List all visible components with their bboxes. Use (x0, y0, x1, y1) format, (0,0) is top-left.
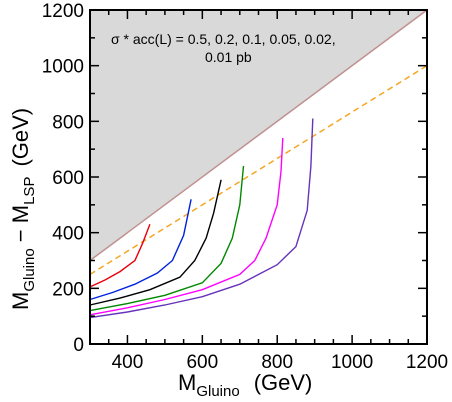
annotation-line-1: σ * acc(L) = 0.5, 0.2, 0.1, 0.05, 0.02, (111, 31, 336, 47)
ticks: 400 600 800 1000 1200 0 200 400 600 800 1000 1200 (42, 1, 448, 373)
data-marks (89, 118, 314, 319)
y-label-s2: LSP (21, 177, 38, 205)
y-tick-label: 1200 (42, 1, 84, 22)
x-tick-label: 600 (186, 352, 218, 373)
x-axis-label: MGluino (GeV) (178, 370, 312, 400)
series-line-2 (89, 199, 192, 301)
series-line-6 (89, 118, 314, 319)
plot-area (89, 9, 428, 276)
x-label-main: M (178, 370, 196, 395)
x-tick-label: 1000 (331, 352, 373, 373)
series-line-3 (89, 179, 222, 306)
y-label-unit: (GeV) (8, 108, 33, 167)
y-label-dash: − M (8, 205, 33, 248)
series-line-4 (89, 165, 245, 312)
series-line-1 (89, 224, 151, 288)
reference-line (89, 65, 428, 276)
y-label-s1: Gluino (21, 248, 38, 291)
excluded-boundary (89, 9, 428, 262)
y-tick-label: 0 (73, 335, 84, 356)
x-tick-label: 1200 (406, 352, 448, 373)
x-tick-label: 800 (261, 352, 293, 373)
y-tick-label: 800 (52, 112, 84, 133)
series-line-5 (89, 137, 284, 316)
y-tick-label: 600 (52, 168, 84, 189)
y-tick-label: 200 (52, 279, 84, 300)
y-label-m1: M (8, 292, 33, 310)
x-label-sub: Gluino (196, 383, 239, 400)
annotation-line-2: 0.01 pb (205, 49, 252, 65)
x-tick-label: 400 (112, 352, 144, 373)
y-tick-label: 1000 (42, 57, 84, 78)
y-axis-label: MGluino − MLSP (GeV) (8, 108, 38, 310)
y-tick-label: 400 (52, 224, 84, 245)
x-label-unit: (GeV) (254, 370, 313, 395)
